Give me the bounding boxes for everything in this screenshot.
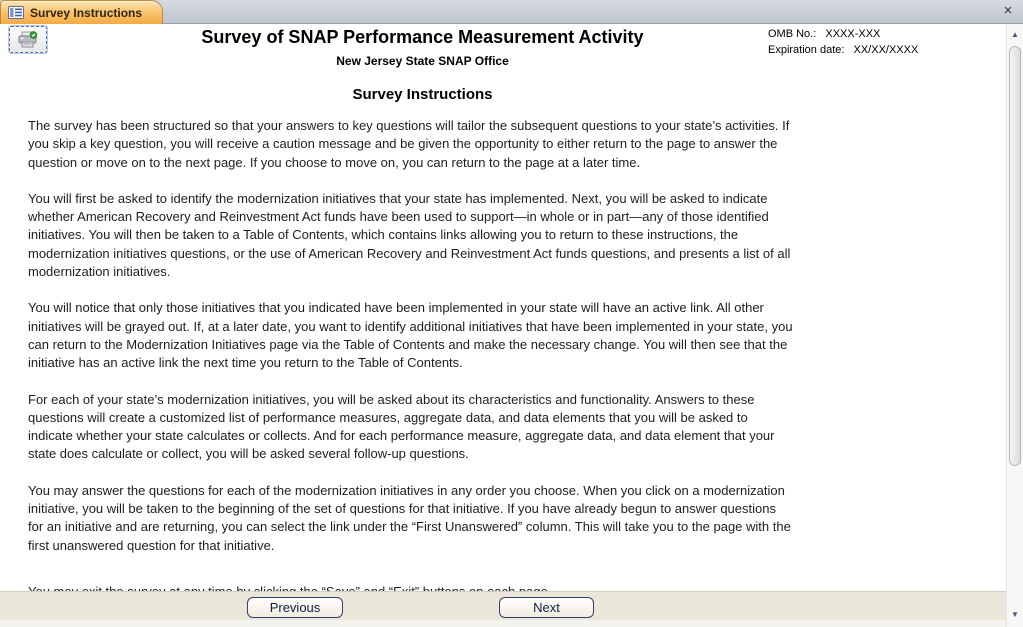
instructions-paragraph: You may answer the questions for each of… [28,482,791,553]
instructions-paragraph: The survey has been structured so that y… [28,118,790,170]
instructions-text: The survey has been structured so that y… [28,117,794,573]
clipped-text-line: You may exit the survey at any time by c… [28,584,552,592]
instructions-paragraph: You will first be asked to identify the … [28,190,791,280]
print-button[interactable] [8,25,48,54]
expiration-value: XX/XX/XXXX [853,44,919,56]
section-heading: Survey Instructions [352,86,493,103]
vertical-scrollbar[interactable]: ▲ ▼ [1006,24,1023,627]
tab-survey-instructions[interactable]: Survey Instructions [0,0,164,24]
omb-block: OMB No.: XXXX-XXX Expiration date: XX/XX… [768,26,918,58]
instructions-paragraph: For each of your state’s modernization i… [28,391,775,462]
form-icon [8,6,24,19]
previous-button[interactable]: Previous [247,597,343,618]
close-icon[interactable]: × [1003,2,1013,19]
page-title: Survey of SNAP Performance Measurement A… [201,27,644,47]
expiration-label: Expiration date: [768,44,845,56]
scroll-up-icon[interactable]: ▲ [1011,30,1019,39]
form-header: Survey of SNAP Performance Measurement A… [0,27,845,68]
printer-icon [18,30,38,47]
scroll-down-icon[interactable]: ▼ [1011,610,1019,619]
omb-number-label: OMB No.: [768,28,817,40]
expiration-row: Expiration date: XX/XX/XXXX [768,42,918,58]
page-subtitle: New Jersey State SNAP Office [336,54,509,68]
navigation-footer: Previous Next [0,591,1006,620]
omb-number-row: OMB No.: XXXX-XXX [768,26,918,42]
bottom-strip [0,620,1006,627]
tab-label: Survey Instructions [30,5,143,20]
next-button[interactable]: Next [499,597,594,618]
omb-number-value: XXXX-XXX [825,28,881,40]
scrollbar-thumb[interactable] [1009,46,1021,466]
instructions-paragraph: You will notice that only those initiati… [28,300,793,371]
tab-strip: Survey Instructions × [0,0,1023,24]
